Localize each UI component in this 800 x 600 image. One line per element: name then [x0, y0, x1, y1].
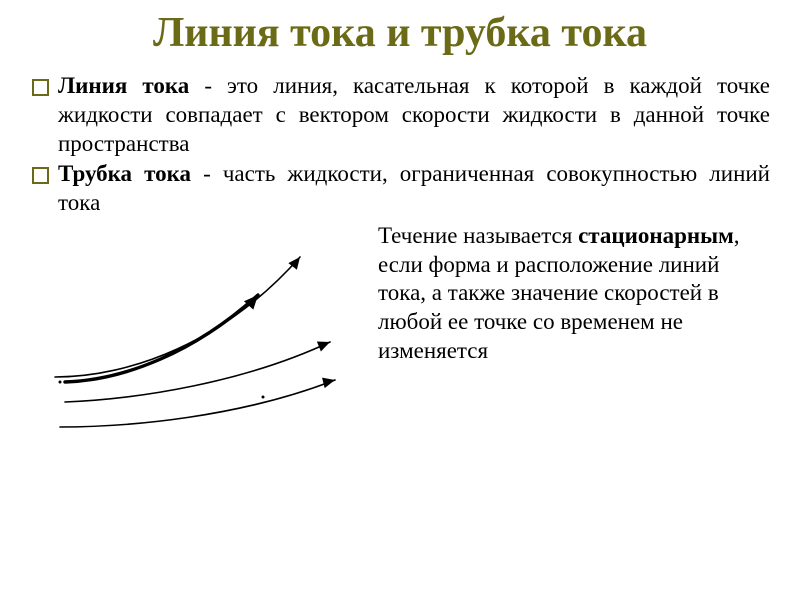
page-title: Линия тока и трубка тока	[30, 10, 770, 56]
term: Трубка тока	[58, 161, 191, 186]
bullet-item: Трубка тока - часть жидкости, ограниченн…	[58, 160, 770, 218]
stationary-term: стационарным	[578, 223, 734, 248]
stationary-text: Течение называется стационарным, если фо…	[370, 222, 770, 462]
streamlines-diagram	[30, 222, 370, 462]
term: Линия тока	[58, 73, 189, 98]
bullet-item: Линия тока - это линия, касательная к ко…	[58, 72, 770, 158]
streamlines-svg	[30, 222, 370, 462]
stationary-prefix: Течение называется	[378, 223, 578, 248]
bullet-list: Линия тока - это линия, касательная к ко…	[30, 72, 770, 218]
